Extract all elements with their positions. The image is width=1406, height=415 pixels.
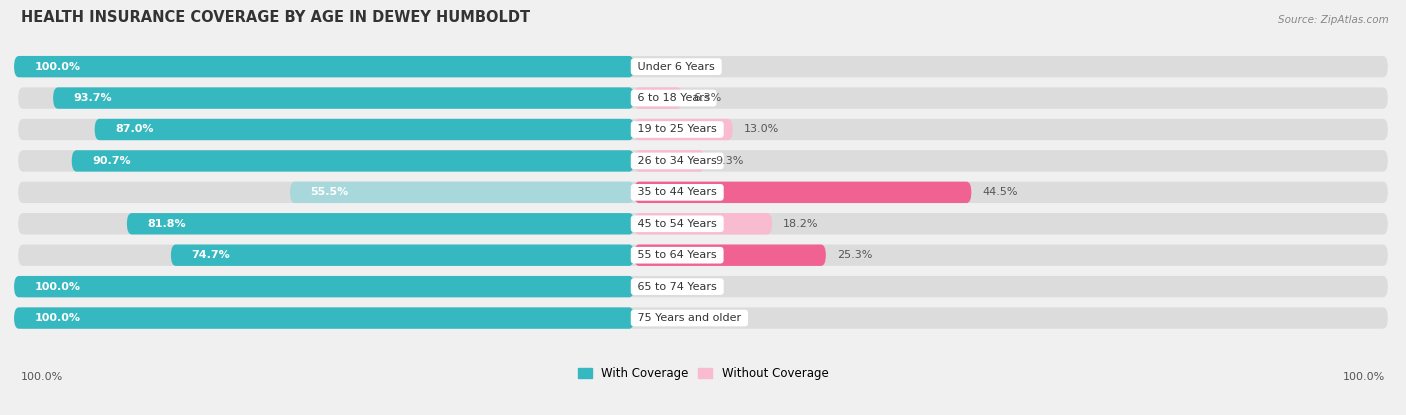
FancyBboxPatch shape: [18, 213, 1388, 234]
FancyBboxPatch shape: [14, 308, 634, 329]
Text: 6.3%: 6.3%: [693, 93, 721, 103]
Text: 26 to 34 Years: 26 to 34 Years: [634, 156, 720, 166]
FancyBboxPatch shape: [94, 119, 634, 140]
Text: 25.3%: 25.3%: [837, 250, 872, 260]
Text: 100.0%: 100.0%: [35, 282, 80, 292]
FancyBboxPatch shape: [14, 56, 634, 77]
Text: 13.0%: 13.0%: [744, 124, 779, 134]
Text: 74.7%: 74.7%: [191, 250, 231, 260]
Text: 93.7%: 93.7%: [73, 93, 112, 103]
FancyBboxPatch shape: [14, 276, 634, 297]
FancyBboxPatch shape: [634, 244, 825, 266]
Text: 75 Years and older: 75 Years and older: [634, 313, 745, 323]
Text: 87.0%: 87.0%: [115, 124, 153, 134]
Text: 45 to 54 Years: 45 to 54 Years: [634, 219, 720, 229]
Text: 100.0%: 100.0%: [35, 62, 80, 72]
Text: 100.0%: 100.0%: [21, 372, 63, 382]
Text: 44.5%: 44.5%: [983, 187, 1018, 198]
FancyBboxPatch shape: [18, 244, 1388, 266]
FancyBboxPatch shape: [634, 119, 733, 140]
FancyBboxPatch shape: [634, 88, 682, 109]
FancyBboxPatch shape: [127, 213, 634, 234]
FancyBboxPatch shape: [18, 119, 1388, 140]
FancyBboxPatch shape: [18, 276, 1388, 297]
Text: 55 to 64 Years: 55 to 64 Years: [634, 250, 720, 260]
Text: 65 to 74 Years: 65 to 74 Years: [634, 282, 720, 292]
Legend: With Coverage, Without Coverage: With Coverage, Without Coverage: [572, 363, 834, 385]
FancyBboxPatch shape: [72, 150, 634, 172]
FancyBboxPatch shape: [18, 56, 1388, 77]
Text: 6 to 18 Years: 6 to 18 Years: [634, 93, 713, 103]
FancyBboxPatch shape: [634, 182, 972, 203]
Text: HEALTH INSURANCE COVERAGE BY AGE IN DEWEY HUMBOLDT: HEALTH INSURANCE COVERAGE BY AGE IN DEWE…: [21, 10, 530, 25]
FancyBboxPatch shape: [18, 308, 1388, 329]
Text: 90.7%: 90.7%: [93, 156, 131, 166]
Text: Source: ZipAtlas.com: Source: ZipAtlas.com: [1278, 15, 1389, 25]
Text: Under 6 Years: Under 6 Years: [634, 62, 718, 72]
Text: 55.5%: 55.5%: [311, 187, 349, 198]
Text: 100.0%: 100.0%: [35, 313, 80, 323]
FancyBboxPatch shape: [634, 213, 772, 234]
Text: 9.3%: 9.3%: [716, 156, 744, 166]
FancyBboxPatch shape: [18, 150, 1388, 172]
FancyBboxPatch shape: [18, 88, 1388, 109]
FancyBboxPatch shape: [172, 244, 634, 266]
FancyBboxPatch shape: [18, 182, 1388, 203]
Text: 19 to 25 Years: 19 to 25 Years: [634, 124, 720, 134]
Text: 81.8%: 81.8%: [148, 219, 186, 229]
Text: 100.0%: 100.0%: [1343, 372, 1385, 382]
FancyBboxPatch shape: [290, 182, 634, 203]
Text: 18.2%: 18.2%: [783, 219, 818, 229]
FancyBboxPatch shape: [634, 150, 704, 172]
Text: 35 to 44 Years: 35 to 44 Years: [634, 187, 720, 198]
FancyBboxPatch shape: [53, 88, 634, 109]
